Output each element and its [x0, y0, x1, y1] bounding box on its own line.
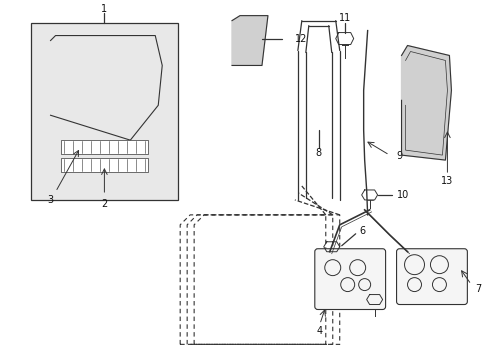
FancyBboxPatch shape — [396, 249, 467, 305]
Text: 13: 13 — [440, 176, 452, 186]
Text: 9: 9 — [396, 151, 402, 161]
Polygon shape — [401, 45, 450, 160]
Text: 6: 6 — [359, 226, 365, 236]
Text: 1: 1 — [101, 4, 107, 14]
Text: 4: 4 — [316, 327, 322, 336]
Text: 8: 8 — [315, 148, 321, 158]
Text: 12: 12 — [294, 33, 306, 44]
FancyBboxPatch shape — [314, 249, 385, 310]
Text: 5: 5 — [371, 266, 377, 276]
Bar — [61, 140, 148, 154]
Text: 11: 11 — [338, 13, 350, 23]
Polygon shape — [232, 15, 267, 66]
Bar — [61, 158, 148, 172]
Text: 2: 2 — [101, 199, 107, 209]
Text: 10: 10 — [396, 190, 408, 200]
Bar — [31, 23, 178, 200]
Text: 7: 7 — [474, 284, 481, 293]
Text: 3: 3 — [47, 195, 54, 205]
